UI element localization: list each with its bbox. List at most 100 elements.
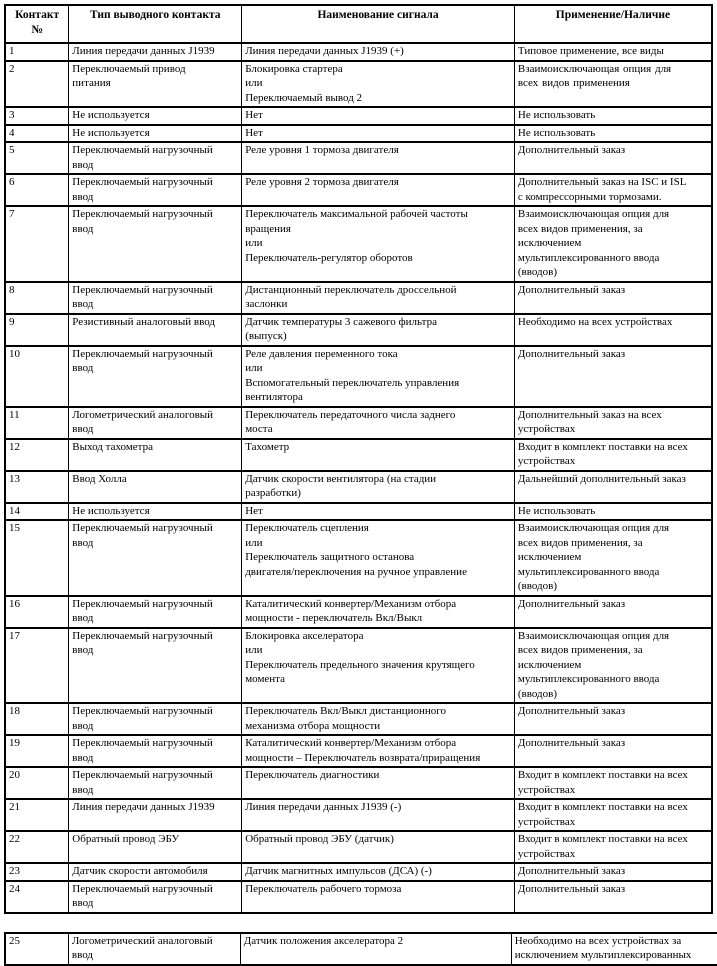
table-row: 17 Переключаемый нагрузочный ввод Блокиров… bbox=[4, 627, 713, 704]
cell-signal: Дистанционный переключатель дроссельной … bbox=[241, 281, 515, 314]
pin-assignment-table: Контакт № Тип выводного контакта Наимено… bbox=[4, 4, 713, 914]
cell-signal: Датчик температуры 3 сажевого фильтра (в… bbox=[241, 313, 515, 346]
cell-application: Взаимоисключающая опция для всех видов п… bbox=[513, 205, 713, 282]
cell-pin: 22 bbox=[4, 830, 70, 864]
cell-type: Не используется bbox=[68, 502, 243, 521]
cell-type: Переключаемый нагрузочный ввод bbox=[68, 345, 243, 407]
cell-signal: Реле уровня 1 тормоза двигателя bbox=[241, 141, 515, 175]
table-row: 19 Переключаемый нагрузочный ввод Каталити… bbox=[4, 734, 713, 768]
table-row: 7 Переключаемый нагрузочный ввод Переключа… bbox=[4, 205, 713, 282]
table-row: 11 Логометрический аналоговый ввод Переклю… bbox=[4, 406, 713, 439]
cell-pin: 25 bbox=[4, 932, 69, 965]
cell-signal: Переключатель максимальной рабочей часто… bbox=[241, 205, 515, 282]
cell-pin: 21 bbox=[4, 798, 70, 832]
cell-signal: Каталитический конвертер/Механизм отбора… bbox=[241, 734, 515, 768]
table-row: 22 Обратный провод ЭБУ Обратный провод ЭБУ… bbox=[4, 830, 713, 864]
cell-type: Не используется bbox=[68, 124, 243, 143]
cell-type: Логометрический аналоговый ввод bbox=[68, 406, 243, 439]
cell-type: Переключаемый нагрузочный ввод bbox=[68, 205, 243, 282]
cell-pin: 2 bbox=[4, 60, 70, 108]
table-row: 23 Датчик скорости автомобиля Датчик магни… bbox=[4, 862, 713, 881]
cell-application: Не использовать bbox=[513, 502, 713, 521]
table-row: 20 Переключаемый нагрузочный ввод Переключ… bbox=[4, 766, 713, 800]
cell-type: Переключаемый нагрузочный ввод bbox=[68, 519, 243, 596]
cell-type: Линия передачи данных J1939 bbox=[68, 798, 243, 832]
cell-type: Переключаемый нагрузочный ввод bbox=[68, 702, 243, 736]
table-header: Контакт № Тип выводного контакта Наимено… bbox=[4, 4, 713, 44]
cell-signal: Переключатель диагностики bbox=[241, 766, 515, 800]
cell-pin: 18 bbox=[4, 702, 70, 736]
cell-signal: Каталитический конвертер/Механизм отбора… bbox=[241, 595, 515, 628]
cell-pin: 11 bbox=[4, 406, 70, 439]
cell-type: Ввод Холла bbox=[68, 470, 243, 503]
table-row: 16 Переключаемый нагрузочный ввод Каталити… bbox=[4, 595, 713, 628]
header-row: Контакт № Тип выводного контакта Наимено… bbox=[4, 4, 713, 44]
table-row: 15 Переключаемый нагрузочный ввод Переключ… bbox=[4, 519, 713, 596]
cell-signal: Переключатель сцепления или Переключател… bbox=[241, 519, 515, 596]
cell-pin: 5 bbox=[4, 141, 70, 175]
cell-application: Дополнительный заказ на ISC и ISL с комп… bbox=[513, 173, 713, 207]
table-row: 5 Переключаемый нагрузочный ввод Реле уров… bbox=[4, 141, 713, 175]
cell-pin: 8 bbox=[4, 281, 70, 314]
cell-application: Не использовать bbox=[513, 106, 713, 125]
cell-type: Резистивный аналоговый ввод bbox=[68, 313, 243, 346]
cell-application: Необходимо на всех устройствах за исключ… bbox=[510, 932, 717, 965]
table-row: 6 Переключаемый нагрузочный ввод Реле уров… bbox=[4, 173, 713, 207]
cell-application: Дополнительный заказ bbox=[513, 141, 713, 175]
cell-signal: Нет bbox=[241, 124, 515, 143]
table-row: 8 Переключаемый нагрузочный ввод Дистанцио… bbox=[4, 281, 713, 314]
cell-pin: 4 bbox=[4, 124, 70, 143]
cell-signal: Датчик скорости вентилятора (на стадии р… bbox=[241, 470, 515, 503]
table-row: 10 Переключаемый нагрузочный ввод Реле дав… bbox=[4, 345, 713, 407]
cell-application: Дополнительный заказ bbox=[513, 702, 713, 736]
table-body-continued: 25 Логометрический аналоговый ввод Датчик … bbox=[4, 932, 717, 965]
cell-pin: 17 bbox=[4, 627, 70, 704]
cell-application: Не использовать bbox=[513, 124, 713, 143]
cell-pin: 15 bbox=[4, 519, 70, 596]
cell-signal: Переключатель передаточного числа заднег… bbox=[241, 406, 515, 439]
cell-signal: Нет bbox=[241, 106, 515, 125]
cell-signal: Реле давления переменного тока или Вспом… bbox=[241, 345, 515, 407]
header-type: Тип выводного контакта bbox=[68, 4, 243, 44]
table-row: 4 Не используется Нет Не использовать bbox=[4, 124, 713, 143]
cell-application: Дополнительный заказ bbox=[513, 595, 713, 628]
header-application: Применение/Наличие bbox=[513, 4, 713, 44]
table-row: 12 Выход тахометра Тахометр Входит в компле… bbox=[4, 438, 713, 471]
cell-application: Дополнительный заказ bbox=[513, 862, 713, 881]
header-pin: Контакт № bbox=[4, 4, 70, 44]
cell-pin: 6 bbox=[4, 173, 70, 207]
cell-type: Переключаемый нагрузочный ввод bbox=[68, 734, 243, 768]
cell-application: Входит в комплект поставки на всех устро… bbox=[513, 766, 713, 800]
table-row: 24 Переключаемый нагрузочный ввод Переключ… bbox=[4, 880, 713, 913]
cell-type: Переключаемый нагрузочный ввод bbox=[68, 880, 243, 913]
cell-signal: Обратный провод ЭБУ (датчик) bbox=[241, 830, 515, 864]
cell-type: Выход тахометра bbox=[68, 438, 243, 471]
cell-type: Датчик скорости автомобиля bbox=[68, 862, 243, 881]
cell-signal: Датчик положения акселератора 2 bbox=[239, 932, 512, 965]
header-signal: Наименование сигнала bbox=[241, 4, 515, 44]
cell-pin: 24 bbox=[4, 880, 70, 913]
cell-application: Взаимоисключающая опция для всех видов п… bbox=[513, 627, 713, 704]
cell-application: Взаимоисключающая опция для всех видов п… bbox=[513, 519, 713, 596]
cell-signal: Датчик магнитных импульсов (ДСА) (-) bbox=[241, 862, 515, 881]
cell-type: Переключаемый нагрузочный ввод bbox=[68, 766, 243, 800]
table-row: 2 Переключаемый привод питания Блокировка … bbox=[4, 60, 713, 108]
cell-signal: Переключатель рабочего тормоза bbox=[241, 880, 515, 913]
cell-application: Дополнительный заказ bbox=[513, 281, 713, 314]
cell-signal: Блокировка акселератора или Переключател… bbox=[241, 627, 515, 704]
cell-signal: Линия передачи данных J1939 (-) bbox=[241, 798, 515, 832]
table-row: 3 Не используется Нет Не использовать bbox=[4, 106, 713, 125]
cell-signal: Линия передачи данных J1939 (+) bbox=[241, 42, 515, 61]
table-row: 9 Резистивный аналоговый ввод Датчик темпе… bbox=[4, 313, 713, 346]
cell-pin: 14 bbox=[4, 502, 70, 521]
cell-pin: 10 bbox=[4, 345, 70, 407]
pin-assignment-table-continued: 25 Логометрический аналоговый ввод Датчик … bbox=[4, 931, 717, 966]
cell-application: Дальнейший дополнительный заказ bbox=[513, 470, 713, 503]
cell-pin: 7 bbox=[4, 205, 70, 282]
cell-signal: Блокировка стартера или Переключаемый вы… bbox=[241, 60, 515, 108]
cell-type: Переключаемый нагрузочный ввод bbox=[68, 595, 243, 628]
cell-pin: 9 bbox=[4, 313, 70, 346]
cell-application: Дополнительный заказ bbox=[513, 734, 713, 768]
cell-application: Входит в комплект поставки на всех устро… bbox=[513, 798, 713, 832]
